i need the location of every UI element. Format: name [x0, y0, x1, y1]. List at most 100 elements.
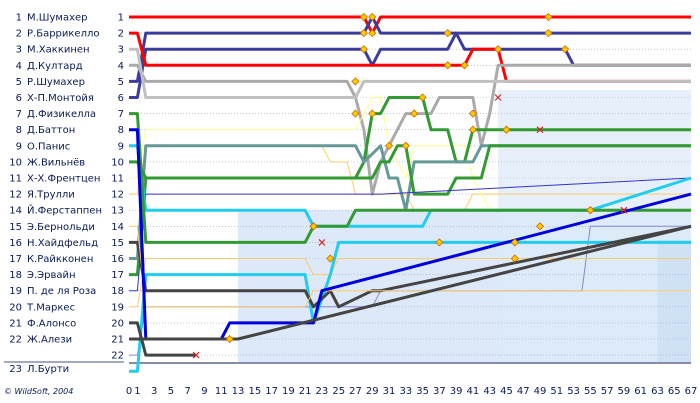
x-tick-label: 19	[282, 386, 295, 397]
pit-stop-marker	[359, 45, 368, 54]
pit-stop-marker	[326, 254, 335, 263]
plot-background-shade	[657, 240, 691, 362]
y-tick-label: 16	[111, 254, 124, 265]
series-line	[129, 144, 691, 196]
pit-stop-marker	[309, 222, 318, 231]
y-tick-label: 13	[111, 206, 124, 217]
x-tick-label: 17	[265, 386, 278, 397]
pit-stop-marker	[410, 109, 419, 118]
y-tick-label: 2	[118, 29, 124, 40]
legend-driver-number: 11	[9, 174, 22, 185]
pit-stop-marker	[510, 254, 519, 263]
legend-driver-number: 17	[9, 254, 22, 265]
x-tick-label: 7	[185, 386, 191, 397]
legend-driver-name: М.Хаккинен	[27, 45, 90, 56]
y-tick-label: 19	[111, 302, 124, 313]
legend-driver-number: 10	[9, 157, 22, 168]
legend-driver-name: Ж.Алези	[27, 335, 72, 346]
x-tick-label: 3	[151, 386, 157, 397]
legend-driver-name: Д.Баттон	[27, 125, 75, 136]
series-line	[129, 128, 692, 341]
legend-driver-name: Х-Х.Френтцен	[27, 174, 100, 185]
x-tick-label: 27	[349, 386, 362, 397]
y-tick-label: 18	[111, 286, 124, 297]
y-tick-label: 5	[118, 77, 124, 88]
series-line	[129, 321, 197, 357]
x-tick-label: 0	[126, 386, 132, 397]
pit-stop-marker	[435, 238, 444, 247]
legend-driver-number: 9	[16, 141, 22, 152]
x-tick-label: 33	[399, 386, 412, 397]
pit-stop-marker	[494, 45, 503, 54]
pit-stop-marker	[586, 206, 595, 215]
y-tick-label: 1	[118, 13, 124, 24]
legend-driver-number: 12	[9, 190, 22, 201]
x-tick-label: 9	[201, 386, 207, 397]
pit-stop-marker	[225, 334, 234, 344]
pit-stop-marker	[368, 29, 377, 38]
legend-driver-number: 19	[9, 286, 22, 297]
retirement-marker	[536, 126, 544, 134]
legend-driver-number: 21	[9, 318, 22, 329]
series-line	[129, 225, 691, 308]
x-tick-label: 63	[651, 386, 664, 397]
x-tick-label: 29	[366, 386, 379, 397]
retirement-marker	[192, 351, 200, 359]
y-tick-label: 14	[111, 222, 124, 233]
pit-stop-marker	[359, 29, 368, 38]
pit-stop-marker	[443, 29, 452, 38]
pit-stop-marker	[468, 109, 477, 118]
pit-stop-marker	[544, 29, 553, 38]
legend-driver-number: 4	[16, 61, 22, 72]
x-tick-label: 67	[685, 386, 698, 397]
legend-driver-name: Р.Шумахер	[27, 77, 85, 88]
x-tick-label: 25	[332, 386, 345, 397]
x-tick-label: 35	[416, 386, 429, 397]
x-tick-label: 49	[534, 386, 547, 397]
series-line	[129, 144, 691, 260]
legend-driver-name: Й.Ферстаппен	[27, 204, 102, 217]
y-tick-label: 7	[118, 109, 124, 120]
x-tick-label: 43	[483, 386, 496, 397]
copyright-text: © WildSoft, 2004	[4, 387, 73, 396]
x-tick-label: 21	[299, 386, 312, 397]
pit-stop-marker	[384, 141, 394, 150]
legend-driver-number: 16	[9, 238, 22, 249]
y-tick-label: 6	[118, 93, 124, 104]
retirement-marker	[494, 94, 502, 101]
y-tick-label: 22	[111, 351, 124, 362]
series-line	[129, 258, 691, 308]
legend-driver-name: Н.Хайдфельд	[27, 238, 98, 249]
y-tick-label: 15	[111, 238, 124, 249]
x-tick-label: 15	[248, 386, 261, 397]
pit-stop-marker	[502, 125, 511, 134]
y-tick-label: 20	[111, 318, 124, 329]
y-tick-label: 4	[118, 61, 124, 72]
legend-driver-number: 3	[16, 45, 22, 56]
x-tick-label: 61	[634, 386, 647, 397]
legend-driver-name: М.Шумахер	[27, 13, 88, 24]
pit-stop-marker	[535, 222, 545, 231]
legend-driver-name: Д.Култард	[27, 61, 83, 72]
legend-driver-name: Ф.Алонсо	[27, 318, 76, 329]
y-tick-label: 17	[111, 270, 124, 281]
pit-stop-marker	[561, 45, 570, 54]
legend-driver-number: 5	[16, 77, 22, 88]
x-tick-label: 23	[316, 386, 329, 397]
legend-driver-name: Ж.Вильнёв	[27, 157, 85, 168]
legend-driver-number: 8	[16, 125, 22, 136]
pit-stop-marker	[443, 61, 452, 70]
x-tick-label: 55	[584, 386, 597, 397]
legend-driver-name: Я.Трулли	[27, 190, 75, 201]
legend-driver-name: К.Райкконен	[27, 254, 93, 265]
legend-driver-number: 22	[9, 335, 22, 346]
y-tick-label: 12	[111, 190, 124, 201]
legend-driver-name: Л.Бурти	[27, 364, 69, 375]
x-tick-label: 11	[215, 386, 228, 397]
x-tick-label: 41	[467, 386, 480, 397]
x-tick-label: 45	[500, 386, 513, 397]
pit-stop-marker	[359, 12, 368, 22]
legend-driver-number: 7	[16, 109, 22, 120]
